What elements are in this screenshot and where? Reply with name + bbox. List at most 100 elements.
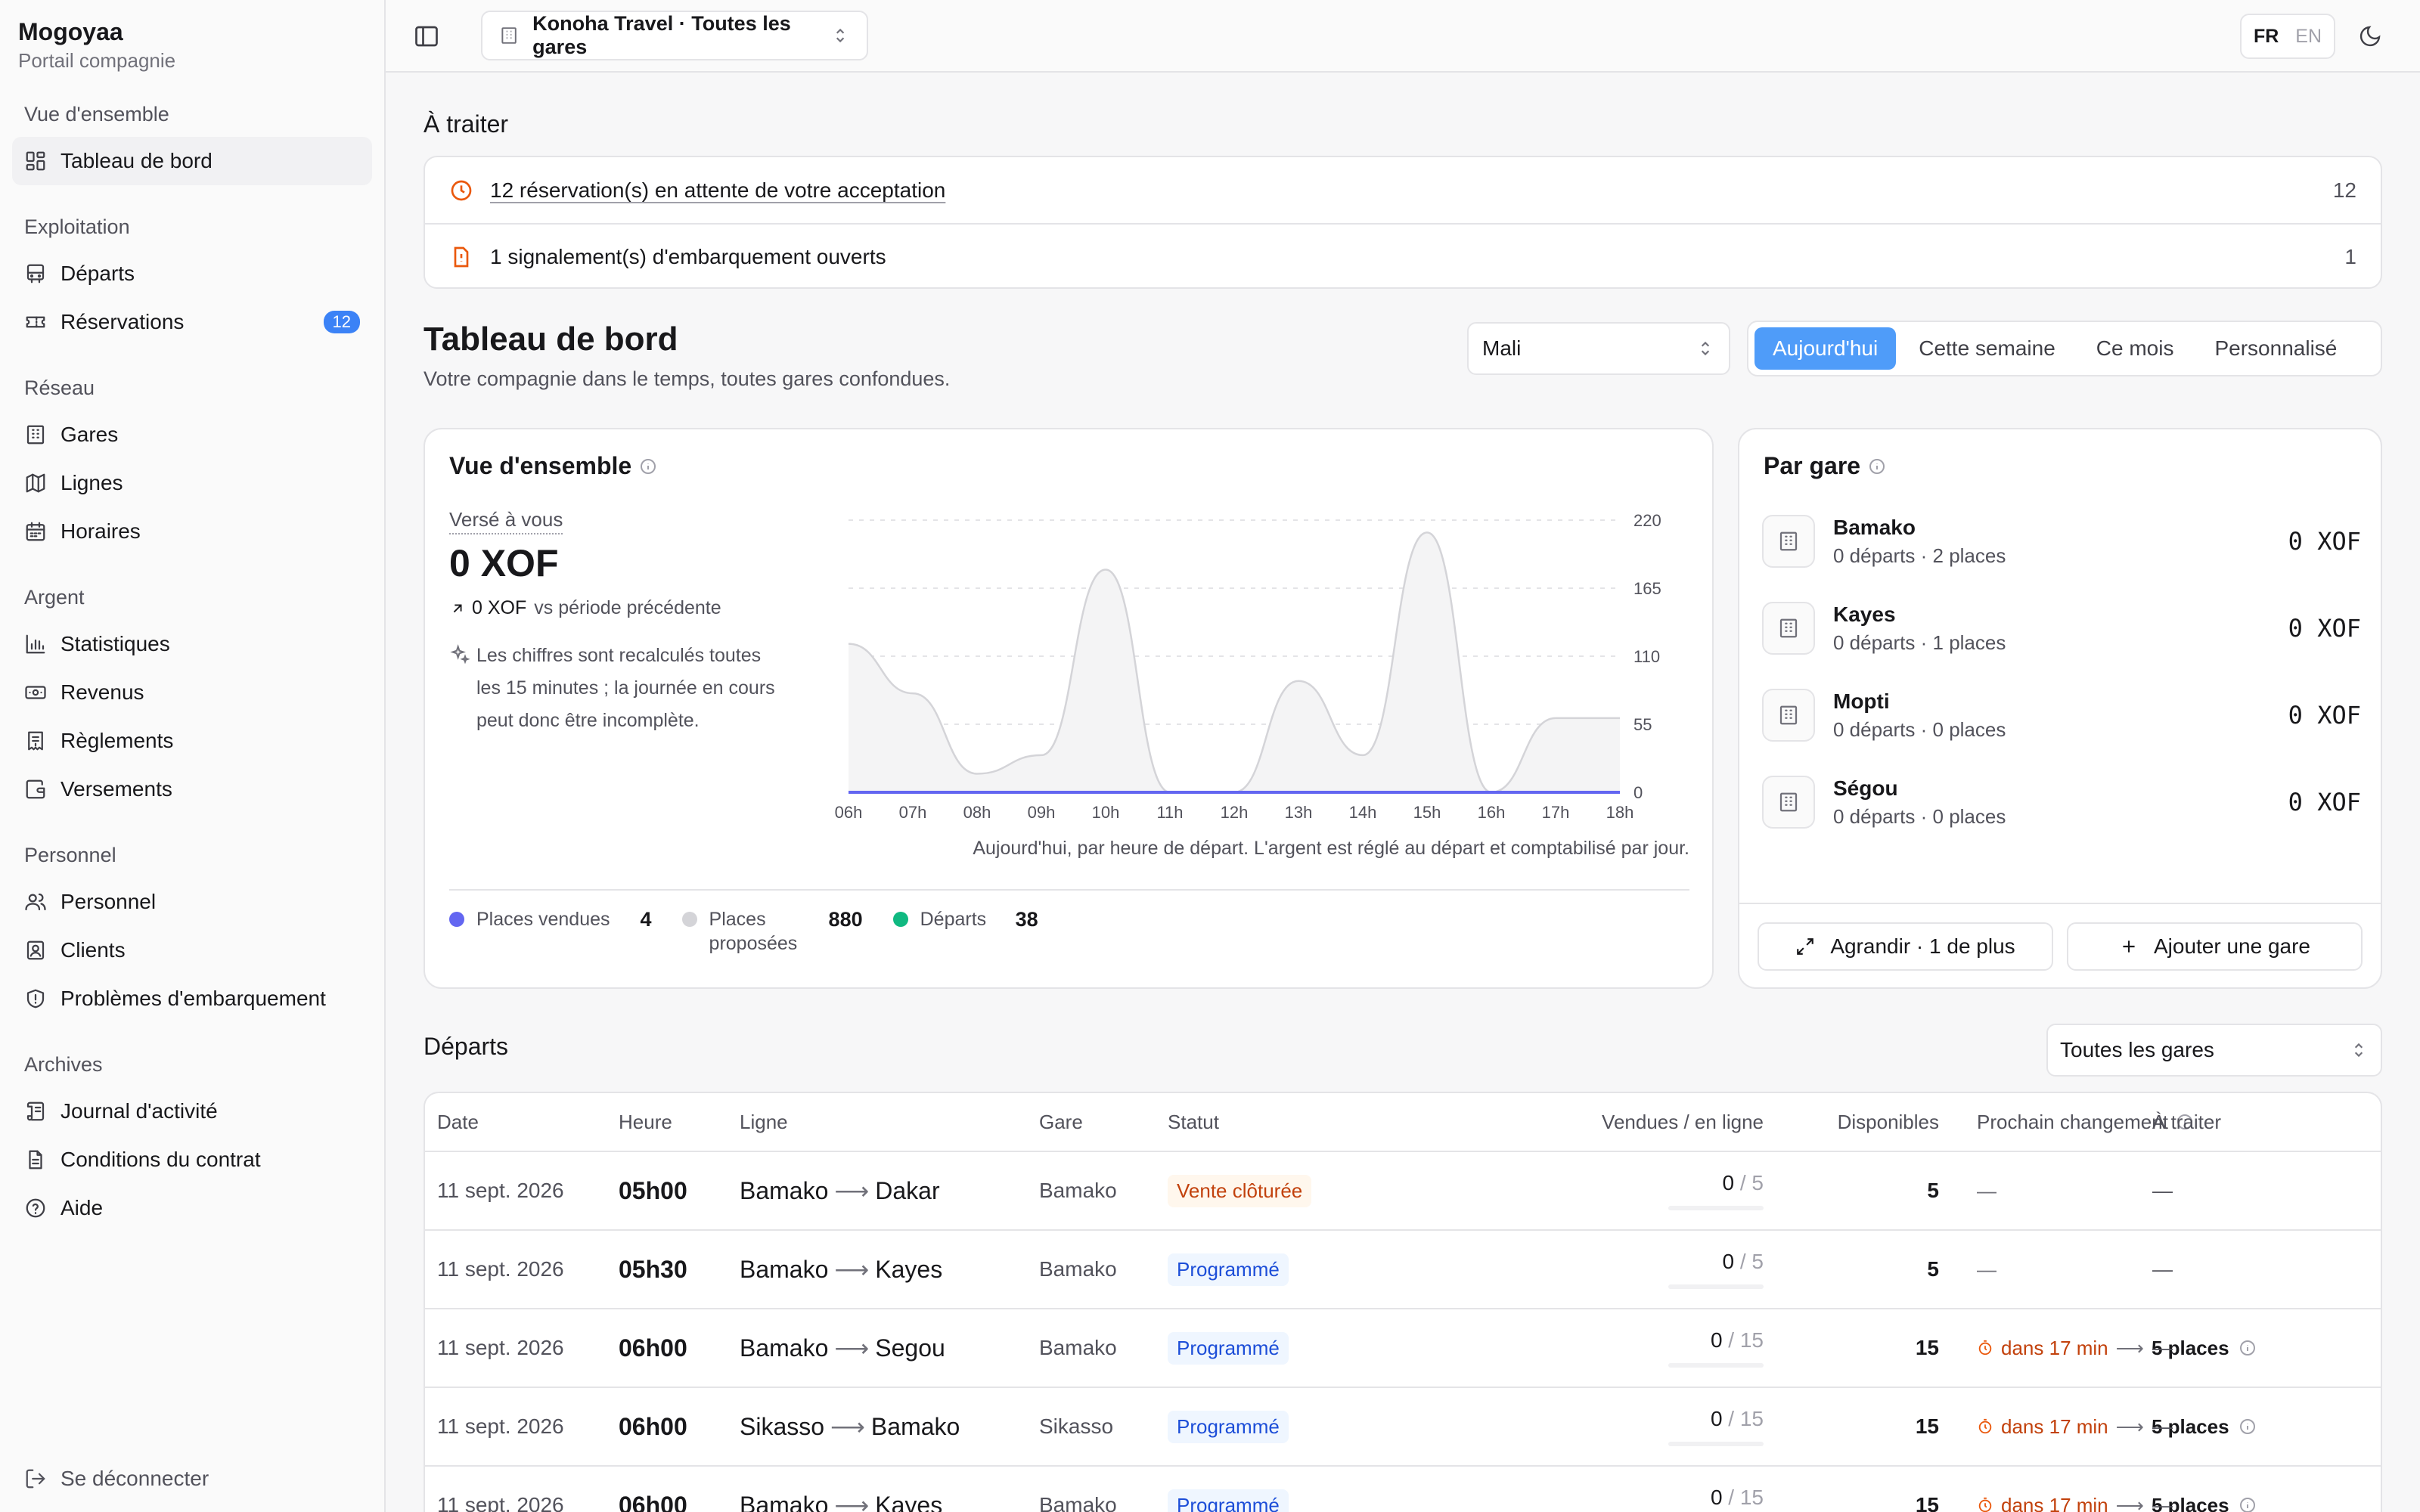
col-date[interactable]: Date bbox=[437, 1110, 479, 1133]
col-prochain-changement[interactable]: Prochain changement bbox=[1977, 1093, 2194, 1151]
todo-row-reservations[interactable]: 12 réservation(s) en attente de votre ac… bbox=[425, 157, 2381, 223]
col-a-traiter[interactable]: À traiter bbox=[2152, 1110, 2222, 1133]
info-icon[interactable] bbox=[2176, 1113, 2194, 1131]
sold-total: / 15 bbox=[1728, 1328, 1764, 1352]
lang-fr[interactable]: FR bbox=[2253, 25, 2279, 47]
empty-value: — bbox=[1977, 1257, 1996, 1281]
cell-prochain-changement: dans 17 min ⟶ 5 places bbox=[1977, 1309, 2257, 1387]
sidebar-item-tableau-de-bord[interactable]: Tableau de bord bbox=[12, 137, 372, 185]
sold-progress-bar bbox=[1668, 1363, 1764, 1368]
sidebar-item-reglements[interactable]: Règlements bbox=[12, 717, 372, 765]
sidebar-item-label: Lignes bbox=[60, 471, 123, 494]
tab-custom[interactable]: Personnalisé bbox=[2214, 336, 2338, 360]
sidebar-item-reservations[interactable]: Réservations 12 bbox=[12, 298, 372, 346]
line-origin: Bamako bbox=[740, 1255, 829, 1283]
station-row[interactable]: Bamako 0 départs · 2 places 0 XOF bbox=[1762, 511, 2361, 572]
nav-group-label: Argent bbox=[24, 586, 85, 609]
sold-total: / 5 bbox=[1739, 1171, 1764, 1194]
line-origin: Sikasso bbox=[740, 1412, 825, 1440]
col-gare[interactable]: Gare bbox=[1039, 1110, 1083, 1133]
row-actions bbox=[2285, 1152, 2317, 1229]
sidebar-item-revenus[interactable]: Revenus bbox=[12, 668, 372, 717]
sold-progress-bar bbox=[1668, 1206, 1764, 1210]
sold-value: 0 bbox=[1710, 1328, 1723, 1352]
sidebar-item-horaires[interactable]: Horaires bbox=[12, 507, 372, 556]
x-tick-label: 06h bbox=[835, 803, 863, 822]
x-tick-label: 18h bbox=[1606, 803, 1634, 822]
sidebar-item-versements[interactable]: Versements bbox=[12, 765, 372, 813]
todo-row-signalements[interactable]: 1 signalement(s) d'embarquement ouverts … bbox=[425, 223, 2381, 289]
company-select-label: Konoha Travel · Toutes les gares bbox=[532, 12, 791, 58]
col-heure[interactable]: Heure bbox=[619, 1110, 672, 1133]
sidebar-toggle-icon[interactable] bbox=[413, 23, 440, 50]
sidebar-item-personnel[interactable]: Personnel bbox=[12, 878, 372, 926]
chevrons-up-down-icon bbox=[1701, 341, 1710, 356]
sidebar-item-label: Gares bbox=[60, 423, 119, 446]
status-badge: Programmé bbox=[1168, 1253, 1289, 1286]
info-icon[interactable] bbox=[2238, 1339, 2257, 1357]
cell-prochain-changement: dans 17 min ⟶ 5 places bbox=[1977, 1467, 2257, 1512]
table-row[interactable]: 11 sept. 2026 06h00 Sikasso ⟶ Bamako Sik… bbox=[425, 1388, 2381, 1467]
col-ligne[interactable]: Ligne bbox=[740, 1110, 788, 1133]
sold-total: / 5 bbox=[1739, 1250, 1764, 1273]
company-select[interactable]: Konoha Travel · Toutes les gares bbox=[481, 11, 868, 60]
station-row[interactable]: Kayes 0 départs · 1 places 0 XOF bbox=[1762, 598, 2361, 658]
col-statut[interactable]: Statut bbox=[1168, 1110, 1219, 1133]
table-row[interactable]: 11 sept. 2026 06h00 Bamako ⟶ Kayes Bamak… bbox=[425, 1467, 2381, 1512]
info-icon[interactable] bbox=[2238, 1496, 2257, 1512]
cell-heure: 05h00 bbox=[619, 1176, 687, 1204]
info-icon[interactable] bbox=[2238, 1418, 2257, 1436]
sidebar-item-clients[interactable]: Clients bbox=[12, 926, 372, 974]
sidebar-item-departs[interactable]: Départs bbox=[12, 249, 372, 298]
nav-group-label: Réseau bbox=[24, 376, 95, 399]
sidebar-item-lignes[interactable]: Lignes bbox=[12, 459, 372, 507]
todo-row-text[interactable]: 12 réservation(s) en attente de votre ac… bbox=[490, 178, 946, 202]
add-station-button[interactable]: Ajouter une gare bbox=[2067, 922, 2363, 971]
info-icon[interactable] bbox=[639, 457, 657, 476]
sidebar-item-label: Journal d'activité bbox=[60, 1099, 218, 1123]
tab-today[interactable]: Aujourd'hui bbox=[1754, 327, 1897, 370]
station-row[interactable]: Ségou 0 départs · 0 places 0 XOF bbox=[1762, 772, 2361, 832]
building-icon bbox=[26, 425, 45, 445]
sold-progress-bar bbox=[1668, 1284, 1764, 1289]
tab-week[interactable]: Cette semaine bbox=[1919, 336, 2055, 360]
sidebar-item-conditions-du-contrat[interactable]: Conditions du contrat bbox=[12, 1136, 372, 1184]
sidebar-item-gares[interactable]: Gares bbox=[12, 411, 372, 459]
sidebar-item-journal-d-activite[interactable]: Journal d'activité bbox=[12, 1087, 372, 1136]
expand-button[interactable]: Agrandir · 1 de plus bbox=[1758, 922, 2053, 971]
lang-en[interactable]: EN bbox=[2295, 25, 2322, 47]
x-tick-label: 11h bbox=[1156, 803, 1183, 822]
sidebar-item-problemes-d-embarquement[interactable]: Problèmes d'embarquement bbox=[12, 974, 372, 1023]
delta-value: 0 XOF bbox=[472, 597, 527, 618]
table-row[interactable]: 11 sept. 2026 05h00 Bamako ⟶ Dakar Bamak… bbox=[425, 1152, 2381, 1231]
moon-icon[interactable] bbox=[2358, 24, 2382, 48]
station-stats: 0 départs · 2 places bbox=[1833, 544, 2006, 567]
sidebar-item-statistiques[interactable]: Statistiques bbox=[12, 620, 372, 668]
sold-value: 0 bbox=[1722, 1171, 1735, 1194]
plus-icon bbox=[2123, 940, 2135, 953]
sold-progress-bar bbox=[1668, 1442, 1764, 1446]
cell-ligne: Sikasso ⟶ Bamako bbox=[740, 1388, 960, 1465]
table-row[interactable]: 11 sept. 2026 06h00 Bamako ⟶ Segou Bamak… bbox=[425, 1309, 2381, 1388]
cell-gare: Sikasso bbox=[1039, 1414, 1114, 1438]
clock-icon bbox=[451, 180, 472, 200]
station-row[interactable]: Mopti 0 départs · 0 places 0 XOF bbox=[1762, 685, 2361, 745]
col-vendues[interactable]: Vendues / en ligne bbox=[1602, 1110, 1764, 1133]
region-select[interactable]: Mali bbox=[1467, 322, 1730, 375]
col-disponibles[interactable]: Disponibles bbox=[1837, 1110, 1939, 1133]
sidebar-item-aide[interactable]: Aide bbox=[12, 1184, 372, 1232]
sold-indicator: 0 / 5 bbox=[1668, 1250, 1764, 1289]
language-switch[interactable]: FR EN bbox=[2240, 14, 2335, 59]
station-filter-select[interactable]: Toutes les gares bbox=[2046, 1024, 2382, 1077]
line-origin: Bamako bbox=[740, 1334, 829, 1362]
tab-month[interactable]: Ce mois bbox=[2096, 336, 2174, 360]
x-tick-label: 12h bbox=[1221, 803, 1249, 822]
logout-button[interactable]: Se déconnecter bbox=[12, 1455, 374, 1503]
arrow-right-icon: ⟶ bbox=[2115, 1493, 2144, 1512]
info-icon[interactable] bbox=[1868, 457, 1886, 476]
row-actions bbox=[2285, 1231, 2317, 1308]
status-badge: Programmé bbox=[1168, 1410, 1289, 1443]
table-row[interactable]: 11 sept. 2026 05h30 Bamako ⟶ Kayes Bamak… bbox=[425, 1231, 2381, 1309]
timer-icon bbox=[1978, 1340, 1992, 1356]
sidebar-nav: Vue d'ensemble Tableau de bord Exploitatio… bbox=[12, 103, 372, 1232]
